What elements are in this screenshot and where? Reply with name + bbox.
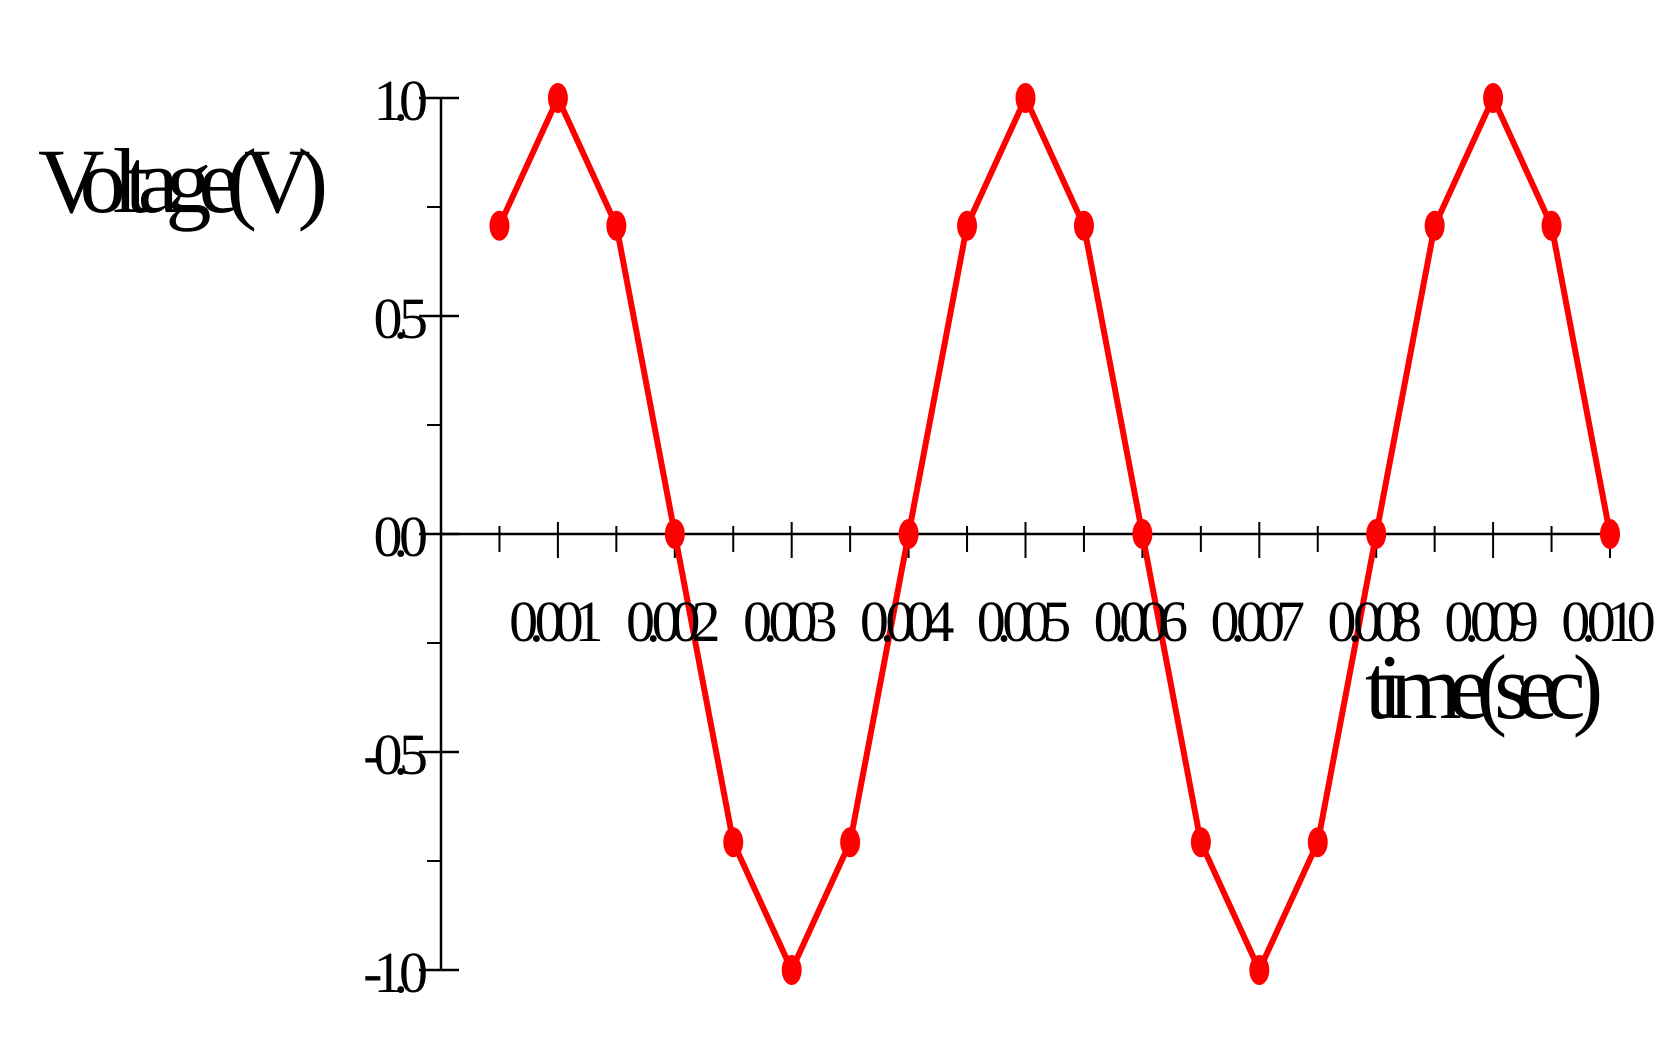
y-tick-label: -1.0	[363, 940, 426, 1005]
axes	[419, 96, 1614, 972]
data-point	[489, 210, 510, 241]
x-tick-label: 0.004	[860, 589, 955, 654]
x-tick-label: 0.002	[626, 589, 718, 654]
x-tick-label: 0.010	[1561, 589, 1654, 654]
data-point	[664, 519, 685, 549]
data-point	[1132, 519, 1153, 549]
data-point	[1424, 210, 1445, 241]
x-tick-label: 0.005	[977, 589, 1070, 654]
y-tick-label: 0.5	[374, 286, 427, 351]
y-tick-label: 0.0	[374, 504, 427, 569]
data-point	[1073, 210, 1094, 241]
series-layer	[489, 83, 1620, 985]
x-tick-label: 0.007	[1211, 589, 1305, 654]
y-tick-label: 1.0	[374, 68, 427, 133]
data-point	[1600, 519, 1620, 549]
series-line	[496, 95, 1613, 973]
x-tick-label: 0.003	[743, 589, 836, 654]
data-point	[723, 827, 744, 858]
x-tick-label: 0.009	[1444, 589, 1537, 654]
y-tick-label: -0.5	[363, 722, 426, 787]
data-point	[1366, 519, 1387, 549]
x-tick-label: 0.006	[1094, 589, 1188, 654]
data-point	[1015, 83, 1036, 113]
data-point	[547, 83, 568, 113]
x-tick-label: 0.001	[509, 589, 601, 654]
data-point	[1307, 827, 1328, 858]
data-point	[606, 210, 627, 241]
data-point	[840, 827, 861, 858]
x-axis-title: time(sec)	[1365, 636, 1600, 738]
data-point	[1249, 955, 1270, 985]
data-point	[1541, 210, 1562, 241]
x-tick-label: 0.008	[1327, 589, 1420, 654]
data-point	[957, 210, 978, 241]
data-point	[781, 955, 802, 985]
labels-layer: Voltage(V) time(sec) 0.001 0.002 0.003 0.00…	[38, 68, 1663, 1005]
data-point	[1190, 827, 1211, 858]
data-point	[898, 519, 919, 549]
data-point	[1483, 83, 1504, 113]
y-axis-title: Voltage(V)	[38, 130, 324, 232]
